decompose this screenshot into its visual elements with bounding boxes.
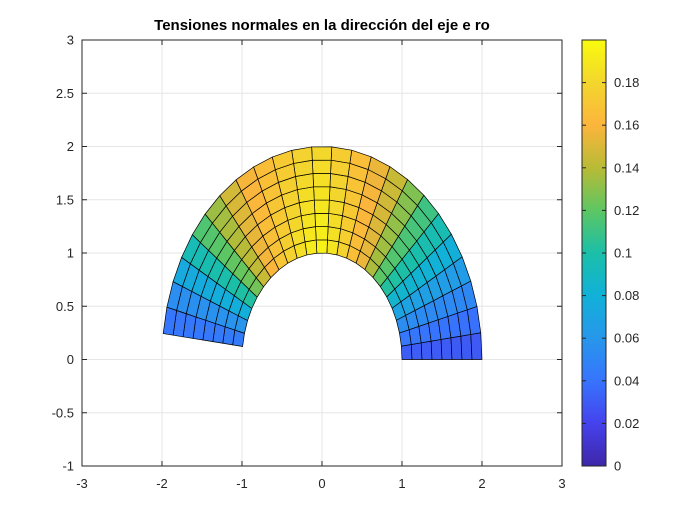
y-tick-label: 1 (67, 246, 74, 261)
x-tick-label: -3 (76, 476, 88, 491)
mesh-cell (302, 226, 317, 243)
colorbar-tick-label: 0.16 (614, 118, 639, 133)
colorbar-axis: 0 0.02 0.04 0.06 0.08 0.1 0.12 0.14 0.16 0.18 (582, 75, 639, 474)
colorbar-tick-label: 0.06 (614, 331, 639, 346)
x-axis: -3 -2 -1 0 1 2 3 (76, 40, 566, 491)
colorbar-tick-label: 0.12 (614, 203, 639, 218)
mesh-cell (330, 146, 353, 164)
mesh-cell (401, 344, 413, 360)
y-axis: -1 -0.5 0 0.5 1 1.5 2 2.5 3 (52, 33, 562, 474)
colorbar-tick-label: 0.02 (614, 416, 639, 431)
colorbar-tick-label: 0.14 (614, 160, 639, 175)
y-tick-label: 2.5 (56, 86, 74, 101)
mesh-cell (311, 146, 333, 161)
y-tick-label: 2 (67, 139, 74, 154)
mesh-cell (313, 199, 330, 214)
y-tick-label: 0.5 (56, 299, 74, 314)
stress-mesh (162, 146, 483, 360)
mesh-cell (327, 226, 341, 243)
y-tick-label: -1 (62, 459, 74, 474)
x-tick-label: 3 (558, 476, 565, 491)
x-tick-label: 0 (318, 476, 325, 491)
mesh-cell (440, 337, 453, 360)
mesh-cell (315, 226, 329, 241)
y-tick-label: -0.5 (52, 405, 74, 420)
mesh-cell (410, 342, 423, 360)
mesh-cell (311, 159, 332, 174)
mesh-cell (430, 339, 443, 360)
colorbar-tick-label: 0.1 (614, 246, 632, 261)
mesh-cell (420, 340, 433, 360)
x-tick-label: -2 (156, 476, 168, 491)
colorbar-tick-label: 0.18 (614, 75, 639, 90)
x-tick-label: -1 (236, 476, 248, 491)
colorbar-tick-label: 0.04 (614, 373, 639, 388)
y-tick-label: 3 (67, 33, 74, 48)
mesh-cell (470, 332, 483, 360)
mesh-cell (313, 186, 331, 201)
chart-title: Tensiones normales en la dirección del e… (154, 17, 490, 34)
colorbar-tick-label: 0.08 (614, 288, 639, 303)
y-tick-label: 0 (67, 352, 74, 367)
mesh-cell (314, 212, 330, 227)
mesh-cell (327, 212, 343, 230)
x-tick-label: 1 (398, 476, 405, 491)
mesh-cell (460, 334, 473, 360)
mesh-cell (315, 239, 328, 254)
mesh-cell (450, 335, 463, 360)
mesh-cell (162, 306, 177, 336)
y-tick-label: 1.5 (56, 192, 74, 207)
mesh-cell (326, 239, 340, 256)
x-tick-label: 2 (478, 476, 485, 491)
colorbar-tick-label: 0 (614, 459, 621, 474)
mesh-cell (312, 173, 331, 188)
